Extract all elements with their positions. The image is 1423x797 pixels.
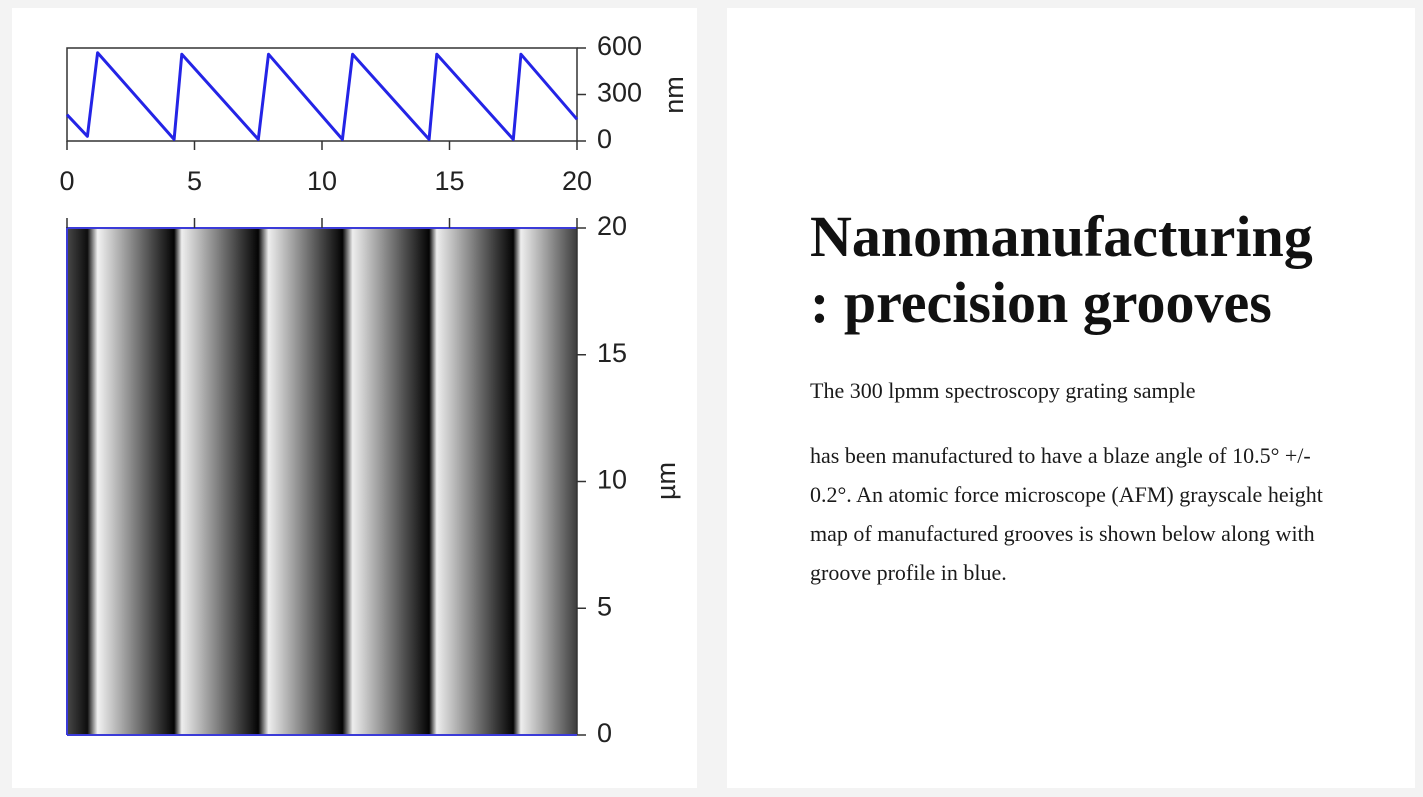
map-y-label: µm <box>651 462 681 500</box>
text-panel: Nanomanufacturing : precision grooves Th… <box>727 8 1415 788</box>
y-tick-label: 5 <box>597 591 612 621</box>
x-tick-label: 20 <box>562 166 592 196</box>
y-tick-label: 600 <box>597 31 642 61</box>
height-map <box>67 228 577 735</box>
y-tick-label: 0 <box>597 124 612 154</box>
paragraph: has been manufactured to have a blaze an… <box>810 443 1323 585</box>
y-tick-label: 10 <box>597 465 627 495</box>
y-tick-label: 0 <box>597 718 612 748</box>
heading-line: : precision grooves <box>810 270 1272 335</box>
y-tick-label: 300 <box>597 78 642 108</box>
heading: Nanomanufacturing : precision grooves <box>810 204 1313 336</box>
y-tick-label: 20 <box>597 211 627 241</box>
heading-line: Nanomanufacturing <box>810 204 1313 269</box>
x-tick-label: 5 <box>187 166 202 196</box>
profile-line <box>65 51 579 141</box>
paragraph: The 300 lpmm spectroscopy grating sample <box>810 378 1196 403</box>
x-tick-label: 15 <box>434 166 464 196</box>
x-tick-label: 10 <box>307 166 337 196</box>
y-tick-label: 15 <box>597 338 627 368</box>
profile-y-label: nm <box>659 76 689 114</box>
figure-panel: nm µm 0 300 600 0 5 10 15 20 0 5 10 15 20 <box>12 8 697 788</box>
x-tick-label: 0 <box>59 166 74 196</box>
